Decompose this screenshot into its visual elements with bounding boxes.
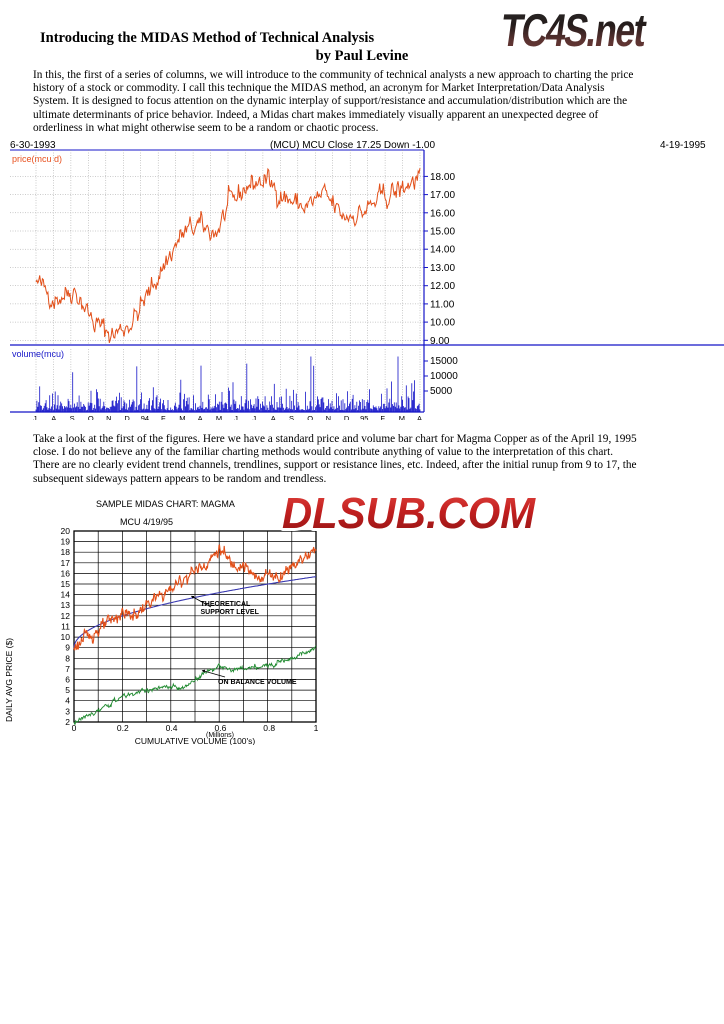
svg-text:15000: 15000 [430, 356, 458, 367]
svg-text:12.00: 12.00 [430, 281, 455, 292]
svg-text:15.00: 15.00 [430, 227, 455, 238]
svg-text:14: 14 [61, 590, 71, 600]
svg-text:19: 19 [61, 537, 71, 547]
svg-text:94: 94 [141, 414, 149, 420]
svg-text:A: A [198, 414, 203, 420]
svg-text:5000: 5000 [430, 386, 453, 397]
svg-text:0.8: 0.8 [263, 723, 275, 733]
svg-text:D: D [124, 414, 130, 420]
svg-text:16.00: 16.00 [430, 208, 455, 219]
svg-text:A: A [51, 414, 56, 420]
svg-text:0: 0 [72, 723, 77, 733]
svg-text:17.00: 17.00 [430, 190, 455, 201]
svg-text:DAILY AVG PRICE ($): DAILY AVG PRICE ($) [4, 638, 14, 722]
svg-text:A: A [417, 414, 422, 420]
svg-text:11: 11 [61, 621, 70, 631]
svg-text:J: J [252, 414, 256, 420]
svg-text:6: 6 [65, 675, 70, 685]
svg-text:O: O [88, 414, 94, 420]
svg-text:THEORETICAL: THEORETICAL [201, 601, 252, 608]
svg-text:18.00: 18.00 [430, 172, 455, 183]
svg-text:TC4S.net: TC4S.net [498, 4, 650, 56]
svg-text:MCU 4/19/95: MCU 4/19/95 [120, 517, 173, 527]
svg-text:S: S [289, 414, 294, 420]
svg-text:M: M [399, 414, 405, 420]
svg-text:10000: 10000 [430, 371, 458, 382]
svg-text:17: 17 [61, 558, 71, 568]
svg-text:D: D [344, 414, 350, 420]
svg-text:13.00: 13.00 [430, 263, 455, 274]
svg-text:14.00: 14.00 [430, 245, 455, 256]
svg-text:S: S [70, 414, 75, 420]
svg-text:10: 10 [61, 632, 71, 642]
svg-text:A: A [271, 414, 276, 420]
svg-text:M: M [216, 414, 222, 420]
svg-text:O: O [307, 414, 313, 420]
svg-text:9: 9 [65, 643, 70, 653]
svg-text:4: 4 [65, 696, 70, 706]
svg-text:20: 20 [61, 526, 71, 536]
svg-text:11.00: 11.00 [430, 299, 455, 310]
svg-text:3: 3 [65, 706, 70, 716]
svg-text:price(mcu d): price(mcu d) [12, 154, 62, 164]
svg-text:7: 7 [65, 664, 70, 674]
svg-text:0.2: 0.2 [117, 723, 129, 733]
svg-text:12: 12 [61, 611, 71, 621]
svg-text:1: 1 [314, 723, 319, 733]
svg-text:0.4: 0.4 [166, 723, 178, 733]
svg-text:2: 2 [65, 717, 70, 727]
svg-text:5: 5 [65, 685, 70, 695]
svg-text:8: 8 [65, 653, 70, 663]
svg-text:volume(mcu): volume(mcu) [12, 349, 64, 359]
svg-text:SUPPORT LEVEL: SUPPORT LEVEL [201, 609, 260, 616]
svg-text:J: J [234, 414, 238, 420]
svg-text:N: N [106, 414, 111, 420]
svg-text:95: 95 [360, 414, 368, 420]
svg-text:DLSUB.COM: DLSUB.COM [282, 495, 536, 538]
svg-text:ON BALANCE VOLUME: ON BALANCE VOLUME [218, 679, 297, 686]
svg-text:18: 18 [61, 547, 71, 557]
svg-text:6-30-1993: 6-30-1993 [10, 140, 56, 151]
svg-text:(MCU) MCU Close 17.25 Down: (MCU) MCU Close 17.25 Down -1.00 [270, 140, 435, 151]
svg-text:13: 13 [61, 600, 71, 610]
svg-text:10.00: 10.00 [430, 318, 455, 329]
svg-text:J: J [33, 414, 37, 420]
svg-text:N: N [326, 414, 331, 420]
svg-text:16: 16 [61, 568, 71, 578]
svg-text:F: F [161, 414, 166, 420]
svg-text:CUMULATIVE VOLUME (100's): CUMULATIVE VOLUME (100's) [135, 736, 256, 745]
svg-text:M: M [179, 414, 185, 420]
svg-text:4-19-1995: 4-19-1995 [660, 140, 706, 151]
svg-text:15: 15 [61, 579, 71, 589]
svg-text:SAMPLE MIDAS CHART: MAGMA: SAMPLE MIDAS CHART: MAGMA [96, 499, 235, 509]
svg-text:F: F [380, 414, 385, 420]
